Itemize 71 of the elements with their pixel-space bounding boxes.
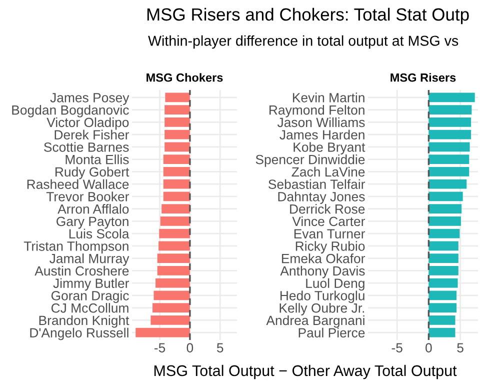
y-tick-label: Luol Deng [306,278,364,291]
y-tick-label: Hedo Turkoglu [280,290,364,303]
y-tick-label: Dahntay Jones [278,192,365,204]
y-tick-label: Derek Fisher [54,130,130,140]
y-tick-label: Ricky Rubio [296,241,365,254]
y-tick-label: Rasheed Wallace [27,179,129,189]
y-tick-label: Arron Afflalo [58,204,129,214]
bar [428,92,475,102]
y-tick-label: Jamal Murray [50,254,130,266]
y-tick-label: Jason Williams [277,117,365,128]
y-tick-label: Jimmy Butler [53,278,130,291]
bar [428,290,457,300]
y-tick-label: Raymond Felton [270,105,364,118]
bar [428,118,472,127]
text: MSG Risers and Chokers: Total Stat Outp [147,8,469,24]
y-tick-label: Evan Turner [294,229,366,238]
y-tick-label: Bogdan Bogdanovic [12,105,129,118]
bar [428,167,470,176]
y-tick-label: Zach LaVine [292,166,365,177]
x-tick-label: 0 [426,343,432,352]
y-tick-label: Tristan Thompson [24,241,128,254]
bar [428,204,462,214]
x-tick-label: -5 [154,343,166,352]
y-tick-label: Trevor Booker [46,192,130,202]
y-tick-label: Andrea Bargnani [266,315,364,328]
legend-title: MSG Risers [390,73,456,82]
y-tick-label: Kevin Martin [292,92,364,102]
x-tick-label: 5 [457,343,464,352]
y-tick-label: Sebastian Telfair [268,179,366,189]
bar [428,266,458,276]
bar [428,316,456,325]
x-tick-label: -5 [392,343,402,352]
y-tick-label: Scottie Barnes [44,142,129,152]
y-tick-label: Kelly Oubre Jr. [280,303,364,316]
bar [428,154,470,164]
y-tick-label: Emeka Okafor [282,254,366,264]
y-tick-label: Derrick Rose [290,204,365,214]
bar [428,254,458,263]
x-tick-label: 0 [186,343,194,352]
y-tick-label: Victor Oladipo [46,117,129,130]
y-tick-label: Brandon Knight [39,315,130,328]
y-tick-label: Spencer Dinwiddie [256,154,365,167]
bar [428,228,460,238]
bar [428,328,456,338]
y-tick-label: James Harden [280,130,364,140]
bar [428,179,467,189]
y-tick-label: Austin Croshere [34,266,129,276]
y-tick-label: Gary Payton [56,216,128,229]
bar [428,192,463,202]
bar [428,105,472,114]
x-tick-label: 5 [216,343,224,352]
y-tick-label: Paul Pierce [298,328,365,338]
y-tick-label: D'Angelo Russell [30,328,128,340]
x-axis-title: MSG Total Output − Other Away Total Output [154,364,457,380]
y-tick-label: Vince Carter [292,216,366,226]
y-tick-label: Rudy Gobert [56,166,130,180]
y-tick-label: Anthony Davis [280,266,365,278]
bar [428,142,470,152]
bar [428,241,458,251]
bar [428,278,458,288]
y-tick-label: CJ McCollum [51,303,128,313]
y-tick-label: Kobe Bryant [294,142,366,154]
bar [428,216,461,226]
bar [428,303,457,312]
y-tick-label: Goran Dragic [51,290,129,303]
y-tick-label: Monta Ellis [66,154,129,164]
bar [428,130,472,140]
text: Within-player difference in total output at MSG vs [148,35,458,49]
legend-title: MSG Chokers [146,73,223,82]
y-tick-label: James Posey [50,93,130,105]
y-tick-label: Luis Scola [69,228,130,238]
